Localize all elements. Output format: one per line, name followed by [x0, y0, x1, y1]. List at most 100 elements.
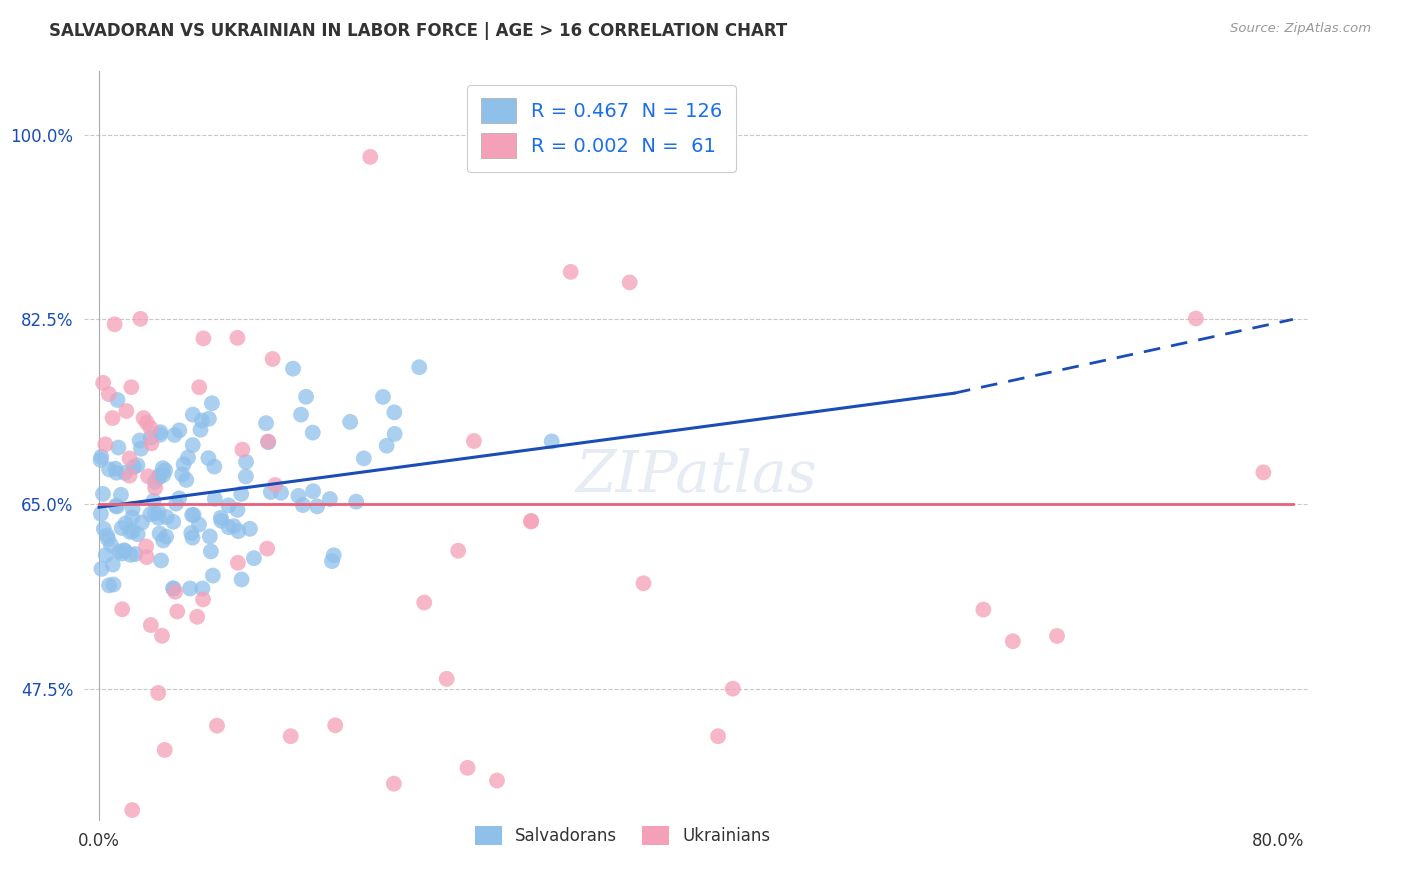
Point [114, 516, 136, 531]
Point [270, 485, 292, 500]
Point [239, 522, 262, 536]
Point [165, 497, 187, 511]
Point [139, 421, 162, 435]
Point [120, 548, 142, 562]
Point [1001, 634, 1024, 648]
Point [152, 533, 174, 548]
Point [103, 577, 125, 591]
Point [111, 547, 134, 561]
Point [97, 532, 120, 546]
Point [142, 493, 165, 508]
Point [104, 318, 127, 332]
Point [520, 515, 543, 529]
Point [172, 467, 194, 482]
Point [226, 556, 249, 570]
Point [231, 487, 253, 501]
Point [235, 455, 257, 469]
Legend: Salvadorans, Ukrainians: Salvadorans, Ukrainians [467, 818, 779, 854]
Point [457, 761, 479, 775]
Point [114, 466, 136, 480]
Point [105, 466, 128, 480]
Point [101, 558, 124, 572]
Point [485, 773, 508, 788]
Point [188, 517, 211, 532]
Point [226, 331, 249, 345]
Point [291, 498, 314, 512]
Point [149, 526, 172, 541]
Point [96, 528, 118, 542]
Point [619, 276, 641, 290]
Point [353, 451, 375, 466]
Point [371, 390, 394, 404]
Point [135, 550, 157, 565]
Point [150, 553, 173, 567]
Point [177, 450, 200, 465]
Point [180, 526, 202, 541]
Point [257, 435, 280, 450]
Point [972, 602, 994, 616]
Point [135, 540, 157, 554]
Point [93, 522, 115, 536]
Point [281, 361, 304, 376]
Point [107, 392, 129, 407]
Point [139, 618, 162, 632]
Point [148, 686, 170, 700]
Point [183, 508, 205, 522]
Point [90, 562, 112, 576]
Point [191, 413, 214, 427]
Point [721, 681, 744, 696]
Point [100, 538, 122, 552]
Point [301, 425, 323, 440]
Point [108, 544, 131, 558]
Point [436, 672, 458, 686]
Point [90, 453, 112, 467]
Point [104, 461, 127, 475]
Point [260, 485, 283, 500]
Point [339, 415, 361, 429]
Point [104, 499, 127, 513]
Point [121, 803, 143, 817]
Point [463, 434, 485, 448]
Point [384, 426, 406, 441]
Point [181, 508, 204, 522]
Point [204, 491, 226, 506]
Point [344, 494, 367, 508]
Point [128, 434, 150, 448]
Point [1185, 311, 1208, 326]
Point [112, 543, 135, 558]
Point [485, 138, 508, 153]
Point [136, 469, 159, 483]
Point [155, 510, 177, 524]
Point [139, 508, 162, 522]
Point [115, 404, 138, 418]
Point [200, 544, 222, 558]
Point [302, 484, 325, 499]
Point [181, 438, 204, 452]
Point [633, 576, 655, 591]
Point [295, 390, 318, 404]
Point [560, 265, 582, 279]
Point [1253, 466, 1275, 480]
Point [218, 499, 240, 513]
Point [166, 604, 188, 618]
Point [707, 729, 730, 743]
Point [209, 510, 232, 524]
Point [131, 516, 153, 530]
Point [148, 470, 170, 484]
Point [97, 387, 120, 401]
Point [382, 405, 405, 419]
Point [98, 578, 121, 592]
Point [262, 351, 284, 366]
Point [193, 331, 215, 345]
Point [152, 467, 174, 482]
Point [91, 376, 114, 390]
Point [149, 425, 172, 439]
Point [169, 423, 191, 437]
Point [162, 582, 184, 596]
Point [94, 548, 117, 562]
Point [181, 408, 204, 422]
Point [148, 511, 170, 525]
Point [149, 427, 172, 442]
Point [218, 520, 240, 534]
Point [163, 428, 186, 442]
